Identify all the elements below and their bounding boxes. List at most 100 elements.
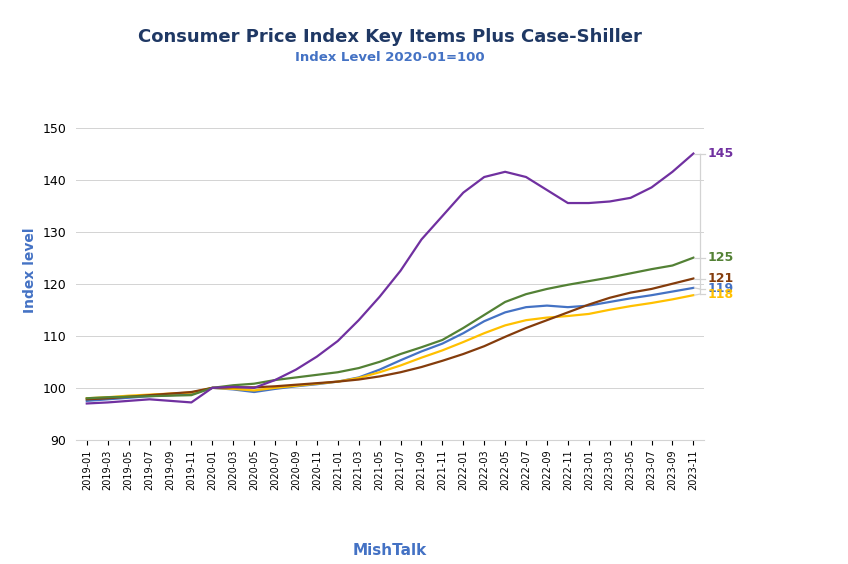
Rent bbox=[521, 325, 531, 332]
Text: MishTalk: MishTalk bbox=[353, 543, 427, 558]
CPI Less Food and Energy bbox=[667, 296, 678, 303]
Text: 125: 125 bbox=[708, 251, 734, 264]
CPI bbox=[291, 383, 301, 390]
Rent bbox=[332, 378, 343, 385]
CPI Less Food and Energy bbox=[689, 292, 699, 298]
CPI Less Food and Energy bbox=[81, 395, 92, 402]
CPI bbox=[667, 288, 678, 295]
CPI Food bbox=[81, 395, 92, 402]
Rent bbox=[312, 380, 322, 386]
CPI Less Food and Energy bbox=[438, 347, 448, 354]
Case Shiller bbox=[395, 267, 405, 274]
Rent bbox=[646, 285, 656, 292]
CPI Less Food and Energy bbox=[563, 312, 573, 319]
Case Shiller bbox=[354, 317, 364, 324]
CPI Less Food and Energy bbox=[542, 314, 552, 321]
CPI Food bbox=[689, 254, 699, 261]
CPI Food bbox=[228, 382, 238, 389]
CPI Less Food and Energy bbox=[479, 330, 489, 337]
CPI bbox=[375, 366, 385, 373]
CPI Food bbox=[354, 365, 364, 372]
CPI Less Food and Energy bbox=[228, 386, 238, 393]
CPI bbox=[187, 391, 197, 398]
CPI bbox=[395, 357, 405, 364]
CPI Food bbox=[583, 277, 594, 284]
CPI bbox=[563, 304, 573, 311]
CPI Food bbox=[187, 392, 197, 399]
Rent bbox=[270, 383, 280, 390]
Case Shiller bbox=[270, 377, 280, 384]
CPI bbox=[124, 394, 134, 401]
CPI Food bbox=[416, 344, 427, 351]
Rent bbox=[500, 333, 510, 340]
CPI Less Food and Energy bbox=[354, 374, 364, 381]
Case Shiller bbox=[605, 198, 615, 205]
Rent bbox=[626, 289, 636, 296]
Rent bbox=[354, 376, 364, 383]
CPI bbox=[605, 298, 615, 305]
Rent bbox=[249, 384, 259, 391]
CPI Less Food and Energy bbox=[249, 387, 259, 394]
Case Shiller bbox=[458, 190, 468, 196]
Rent bbox=[207, 385, 217, 391]
CPI Less Food and Energy bbox=[375, 369, 385, 376]
CPI Food bbox=[165, 393, 176, 399]
Rent bbox=[458, 351, 468, 358]
Line: CPI: CPI bbox=[86, 288, 694, 401]
CPI Food bbox=[458, 325, 468, 332]
Case Shiller bbox=[81, 400, 92, 407]
Case Shiller bbox=[207, 385, 217, 391]
Case Shiller bbox=[689, 150, 699, 157]
Line: CPI Less Food and Energy: CPI Less Food and Energy bbox=[86, 295, 694, 398]
Rent bbox=[689, 275, 699, 282]
Case Shiller bbox=[375, 293, 385, 300]
Rent bbox=[438, 358, 448, 364]
Text: Index Level 2020-01=100: Index Level 2020-01=100 bbox=[295, 51, 485, 64]
Case Shiller bbox=[667, 169, 678, 175]
CPI bbox=[479, 318, 489, 325]
Rent bbox=[144, 392, 154, 399]
CPI Food bbox=[103, 394, 113, 400]
Rent bbox=[479, 343, 489, 350]
Line: CPI Food: CPI Food bbox=[86, 258, 694, 398]
CPI Food bbox=[291, 374, 301, 381]
CPI Food bbox=[144, 393, 154, 399]
CPI bbox=[438, 340, 448, 347]
CPI bbox=[81, 398, 92, 404]
Text: Consumer Price Index Key Items Plus Case-Shiller: Consumer Price Index Key Items Plus Case… bbox=[138, 28, 642, 46]
CPI Food bbox=[500, 298, 510, 305]
Case Shiller bbox=[332, 338, 343, 345]
Rent bbox=[563, 309, 573, 316]
CPI Food bbox=[332, 369, 343, 376]
CPI Less Food and Energy bbox=[144, 391, 154, 398]
Case Shiller bbox=[626, 195, 636, 201]
Rent bbox=[542, 317, 552, 324]
Rent bbox=[416, 364, 427, 371]
CPI Food bbox=[312, 372, 322, 378]
Rent bbox=[228, 384, 238, 391]
CPI bbox=[458, 330, 468, 337]
Case Shiller bbox=[165, 398, 176, 404]
Rent bbox=[187, 389, 197, 395]
Case Shiller bbox=[521, 174, 531, 180]
CPI Food bbox=[563, 281, 573, 288]
Case Shiller bbox=[291, 366, 301, 373]
CPI Food bbox=[249, 380, 259, 387]
Case Shiller bbox=[542, 187, 552, 193]
CPI Less Food and Energy bbox=[626, 303, 636, 310]
Case Shiller bbox=[249, 385, 259, 391]
CPI bbox=[144, 393, 154, 399]
Case Shiller bbox=[144, 396, 154, 403]
Case Shiller bbox=[563, 200, 573, 206]
CPI Less Food and Energy bbox=[416, 354, 427, 361]
Line: Case Shiller: Case Shiller bbox=[86, 153, 694, 403]
CPI bbox=[646, 292, 656, 298]
Rent bbox=[165, 390, 176, 397]
Text: 145: 145 bbox=[708, 147, 734, 160]
CPI Less Food and Energy bbox=[583, 311, 594, 318]
CPI Less Food and Energy bbox=[521, 317, 531, 324]
CPI Food bbox=[270, 377, 280, 384]
Rent bbox=[124, 393, 134, 400]
CPI Less Food and Energy bbox=[458, 338, 468, 345]
CPI bbox=[270, 386, 280, 393]
